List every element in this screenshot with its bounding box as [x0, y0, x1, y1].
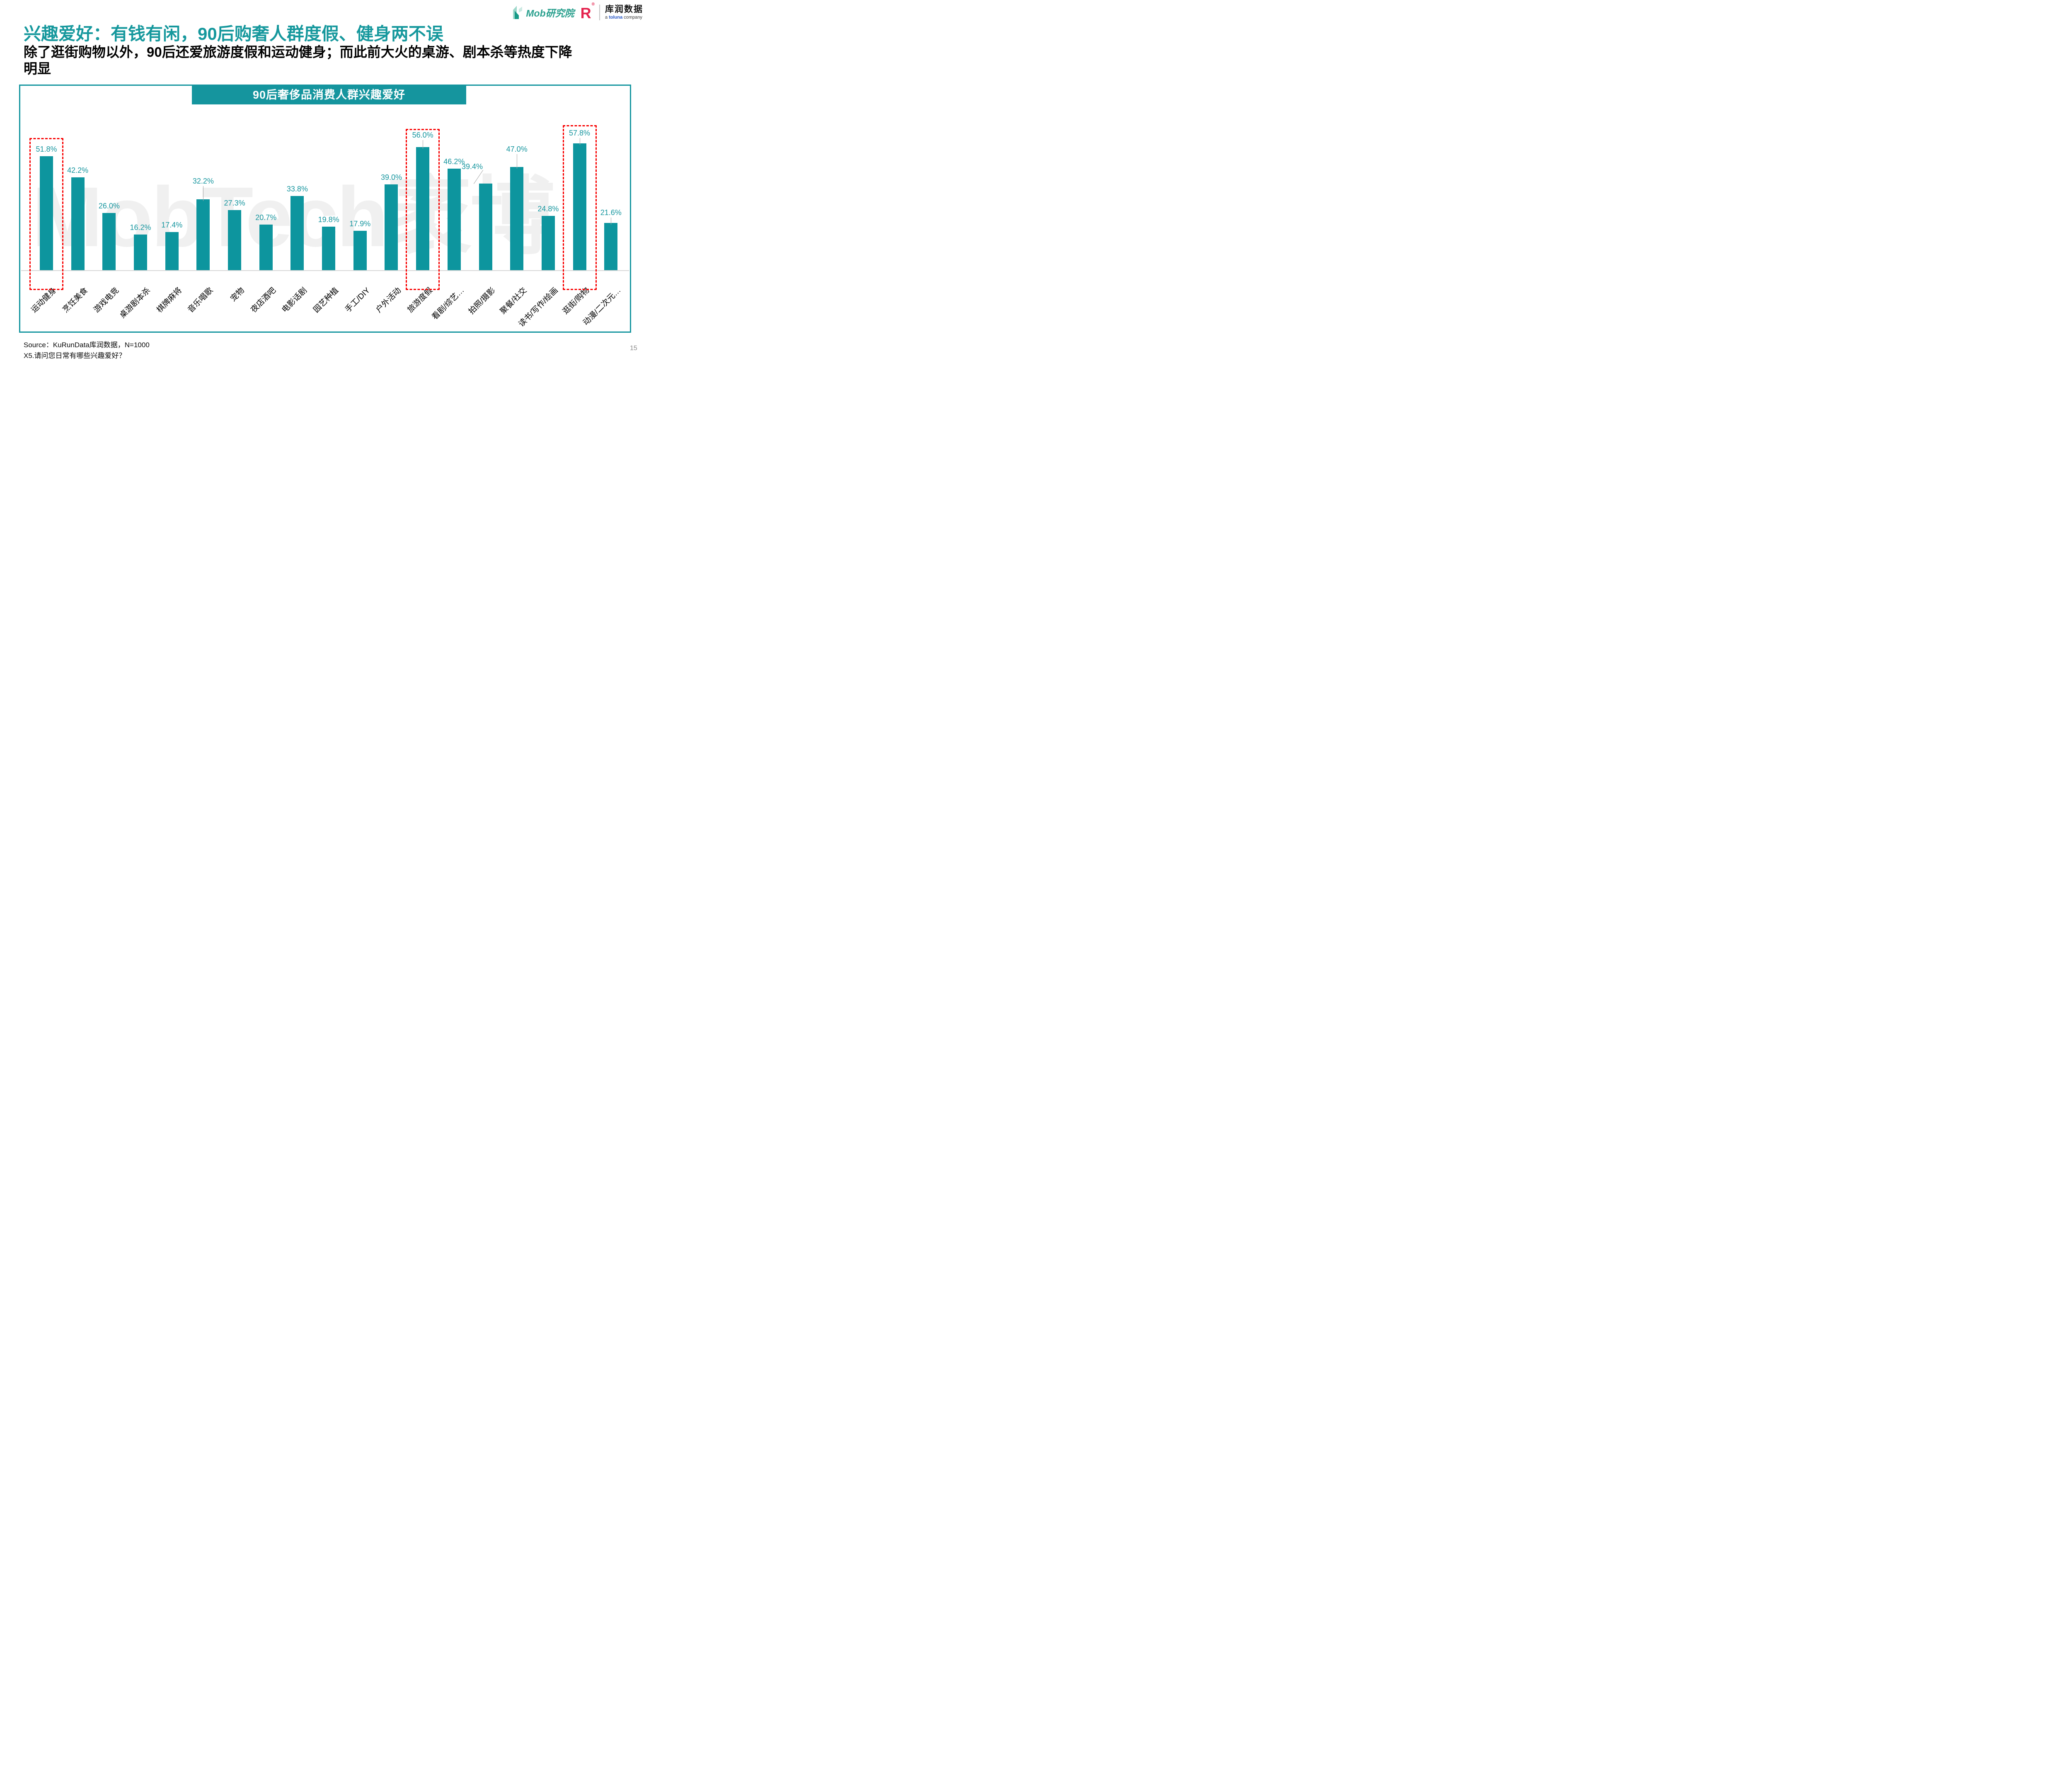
bar-value-label: 27.3%	[224, 199, 245, 208]
bar-value-label: 51.8%	[36, 145, 57, 154]
x-axis-line	[21, 270, 629, 271]
bar-value-label: 26.0%	[98, 202, 120, 210]
category-label: 棋牌麻将	[155, 286, 184, 314]
category-label: 运动健身	[29, 286, 58, 314]
bar-value-label: 57.8%	[569, 128, 591, 137]
bar-value-label: 39.4%	[461, 162, 483, 171]
toluna-brand-text: toluna	[609, 15, 623, 20]
kurun-logo-text: 库润数据	[605, 5, 643, 14]
category-label: 游戏电竞	[92, 286, 121, 314]
bar	[447, 169, 461, 270]
bar-value-label: 24.8%	[537, 204, 559, 213]
bar	[541, 215, 555, 270]
bar	[322, 227, 336, 270]
bar	[228, 210, 242, 270]
category-label: 看剧/综艺…	[430, 286, 466, 322]
bar-value-label: 56.0%	[412, 131, 433, 140]
page-title: 兴趣爱好：有钱有闲，90后购奢人群度假、健身两不误	[24, 24, 443, 44]
category-label: 宠物	[229, 286, 247, 304]
category-label: 音乐唱歌	[186, 286, 215, 314]
highlight-dashed-box	[406, 129, 440, 290]
category-label: 拍照/摄影	[467, 286, 497, 316]
category-label: 聚餐/社交	[499, 286, 529, 316]
page-subtitle: 除了逛街购物以外，90后还爱旅游度假和运动健身；而此前大火的桌游、剧本杀等热度下…	[24, 44, 641, 77]
bar-value-label: 20.7%	[255, 213, 277, 222]
kurun-logo: 库润数据 a toluna company	[605, 5, 643, 20]
chart-panel: MobTech袤博 51.8%运动健身42.2%烹饪美食26.0%游戏电竞16.…	[19, 85, 631, 333]
label-leader-line	[473, 170, 483, 184]
slide: 兴趣爱好：有钱有闲，90后购奢人群度假、健身两不误 除了逛街购物以外，90后还爱…	[0, 0, 650, 365]
bar-value-label: 17.4%	[161, 220, 183, 229]
chart-title-banner: 90后奢侈品消费人群兴趣爱好	[192, 85, 466, 104]
bar-chart-plot: 51.8% 运动健身 42.2% 烹饪美食 26.0% 游戏电竞 16.2% 桌游剧本杀 17.…	[20, 86, 630, 331]
category-label: 逛街/购物	[561, 286, 591, 316]
bar-value-label: 16.2%	[130, 223, 151, 232]
page-number: 15	[630, 345, 637, 352]
category-label: 烹饪美食	[61, 286, 90, 314]
question-note: X5.请问您日常有哪些兴趣爱好？	[24, 352, 126, 360]
kurun-tagline: a toluna company	[605, 15, 642, 20]
bar-value-label: 42.2%	[67, 166, 89, 175]
footer: Source：KuRunData库润数据，N=1000 X5.请问您日常有哪些兴…	[24, 340, 150, 361]
mob-logo-text: Mob研究院	[526, 8, 574, 19]
bar	[71, 177, 85, 270]
logo-bar: Mob研究院 R® 库润数据 a toluna company	[512, 2, 643, 22]
category-label: 桌游剧本杀	[118, 286, 152, 320]
bar-value-label: 32.2%	[192, 177, 214, 186]
bar	[196, 199, 210, 270]
highlight-dashed-box	[562, 125, 597, 290]
bar	[165, 232, 179, 270]
bar	[510, 167, 524, 270]
highlight-dashed-box	[29, 138, 63, 290]
category-label: 电影话剧	[280, 286, 309, 314]
bar-value-label: 46.2%	[443, 157, 465, 166]
bar	[604, 223, 618, 270]
bar	[102, 213, 116, 270]
bar-value-label: 39.0%	[380, 173, 402, 182]
bar	[416, 147, 430, 270]
bar	[259, 225, 273, 270]
page-subtitle-line-2: 明显	[24, 61, 51, 76]
category-label: 园艺种植	[312, 286, 341, 314]
bar	[134, 235, 148, 270]
source-note: Source：KuRunData库润数据，N=1000	[24, 341, 150, 349]
logo-divider	[599, 5, 600, 20]
category-label: 旅游度假	[406, 286, 435, 314]
bar-value-label: 17.9%	[349, 220, 371, 228]
bar-value-label: 21.6%	[600, 208, 622, 217]
bar	[573, 143, 586, 270]
category-label: 手工/DIY	[344, 286, 372, 314]
bar	[290, 196, 304, 270]
category-label: 户外活动	[375, 286, 403, 314]
bar	[40, 156, 53, 270]
bar-value-label: 47.0%	[506, 145, 528, 153]
kurun-logo-icon: R®	[580, 2, 595, 22]
bar	[385, 184, 398, 270]
registered-mark-icon: ®	[591, 2, 595, 7]
bar-value-label: 33.8%	[286, 184, 308, 193]
page-subtitle-line-1: 除了逛街购物以外，90后还爱旅游度假和运动健身；而此前大火的桌游、剧本杀等热度下…	[24, 44, 572, 60]
bar	[353, 231, 367, 270]
bar	[479, 184, 492, 270]
bar-value-label: 19.8%	[318, 215, 339, 224]
category-label: 夜店酒吧	[249, 286, 278, 314]
mob-logo-icon	[512, 5, 523, 20]
